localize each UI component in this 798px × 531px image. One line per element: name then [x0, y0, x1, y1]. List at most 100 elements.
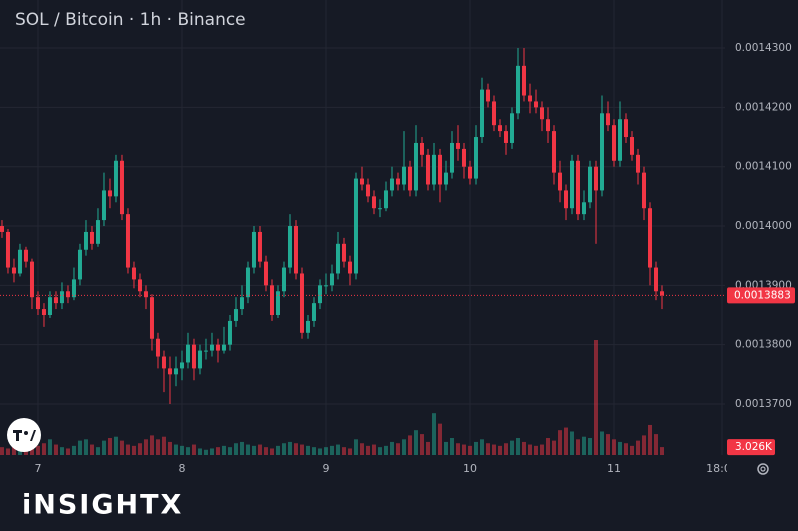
current-price-tag — [727, 287, 795, 304]
candle-body — [293, 226, 298, 274]
volume-bar — [0, 447, 4, 455]
volume-bar — [275, 445, 280, 455]
volume-bar — [551, 440, 556, 455]
candle-body — [419, 142, 424, 155]
candle-body — [269, 285, 274, 315]
candle-body — [239, 297, 244, 310]
volume-bar — [359, 443, 364, 455]
volume-bar — [539, 444, 544, 455]
candle-body — [623, 119, 628, 138]
candle-body — [509, 113, 514, 143]
volume-bar — [5, 448, 10, 455]
candle-body — [131, 267, 136, 280]
candle-body — [53, 297, 58, 304]
volume-bar — [377, 447, 382, 455]
volume-bar — [605, 434, 610, 455]
volume-bar — [113, 436, 118, 455]
volume-bar — [521, 441, 526, 455]
volume-bar — [245, 444, 250, 455]
volume-bar — [71, 445, 76, 455]
volume-bar — [623, 443, 628, 455]
y-tick-label: 0.0014000 — [735, 220, 792, 232]
candle-body — [527, 95, 532, 102]
candle-body — [473, 137, 478, 179]
settings-gear[interactable] — [757, 463, 769, 475]
volume-bar — [215, 447, 220, 455]
candle-body — [389, 178, 394, 191]
volume-bar — [599, 431, 604, 455]
volume-bar — [185, 447, 190, 455]
candle-body — [173, 368, 178, 375]
candle-body — [23, 249, 28, 262]
volume-bar — [137, 443, 142, 455]
candle-body — [167, 368, 172, 375]
candle-body — [17, 249, 22, 274]
candle-body — [251, 231, 256, 268]
volume-bar — [221, 445, 226, 455]
candle-body — [629, 137, 634, 155]
volume-bar — [341, 447, 346, 455]
volume-layer — [0, 340, 664, 455]
candle-body — [563, 190, 568, 209]
candle-body — [119, 160, 124, 215]
candle-body — [587, 166, 592, 203]
candle-body — [497, 125, 502, 132]
volume-bar — [53, 444, 58, 455]
candle-body — [185, 344, 190, 363]
candle-body — [647, 208, 652, 268]
volume-bar — [287, 441, 292, 455]
candle-body — [437, 154, 442, 185]
x-tick-label: 9 — [322, 462, 329, 475]
candle-body — [353, 178, 358, 274]
volume-bar — [503, 443, 508, 455]
volume-bar — [167, 441, 172, 455]
candle-body — [383, 190, 388, 209]
volume-bar — [389, 441, 394, 455]
candle-body — [401, 166, 406, 185]
candle-body — [95, 220, 100, 244]
x-tick-label: 8 — [178, 462, 185, 475]
volume-bar — [473, 441, 478, 455]
candle-body — [365, 184, 370, 197]
candle-body — [377, 208, 382, 210]
tv-logo — [7, 418, 41, 452]
volume-bar — [353, 439, 358, 455]
volume-bar — [569, 431, 574, 455]
volume-bar — [449, 438, 454, 455]
volume-bar — [497, 445, 502, 455]
volume-bar — [653, 434, 658, 455]
candle-body — [533, 101, 538, 108]
candle-body — [323, 285, 328, 287]
volume-bar — [281, 443, 286, 455]
volume-bar — [125, 444, 130, 455]
volume-bar — [161, 436, 166, 455]
candle-body — [143, 291, 148, 298]
volume-bar — [305, 445, 310, 455]
volume-bar — [659, 447, 664, 455]
volume-bar — [41, 443, 46, 455]
candle-body — [83, 231, 88, 250]
candle-body — [329, 273, 334, 286]
candle-body — [0, 226, 4, 232]
candle-body — [209, 344, 214, 351]
volume-bar — [101, 440, 106, 455]
y-tick-label: 0.0014200 — [735, 101, 792, 113]
price-axis-panel — [725, 0, 798, 485]
volume-bar — [533, 445, 538, 455]
candle-body — [395, 178, 400, 185]
volume-tag — [727, 439, 775, 456]
candle-body — [521, 65, 526, 96]
candle-body — [113, 160, 118, 197]
volume-bar — [251, 445, 256, 455]
candle-body — [179, 362, 184, 369]
candle-body — [485, 89, 490, 102]
volume-bar — [395, 443, 400, 455]
watermark-logo: iNSIGHTX — [22, 490, 183, 521]
volume-bar — [611, 439, 616, 455]
candle-body — [29, 261, 34, 298]
volume-bar — [131, 445, 136, 455]
volume-bar — [617, 441, 622, 455]
candle-body — [581, 202, 586, 215]
volume-bar — [269, 448, 274, 455]
